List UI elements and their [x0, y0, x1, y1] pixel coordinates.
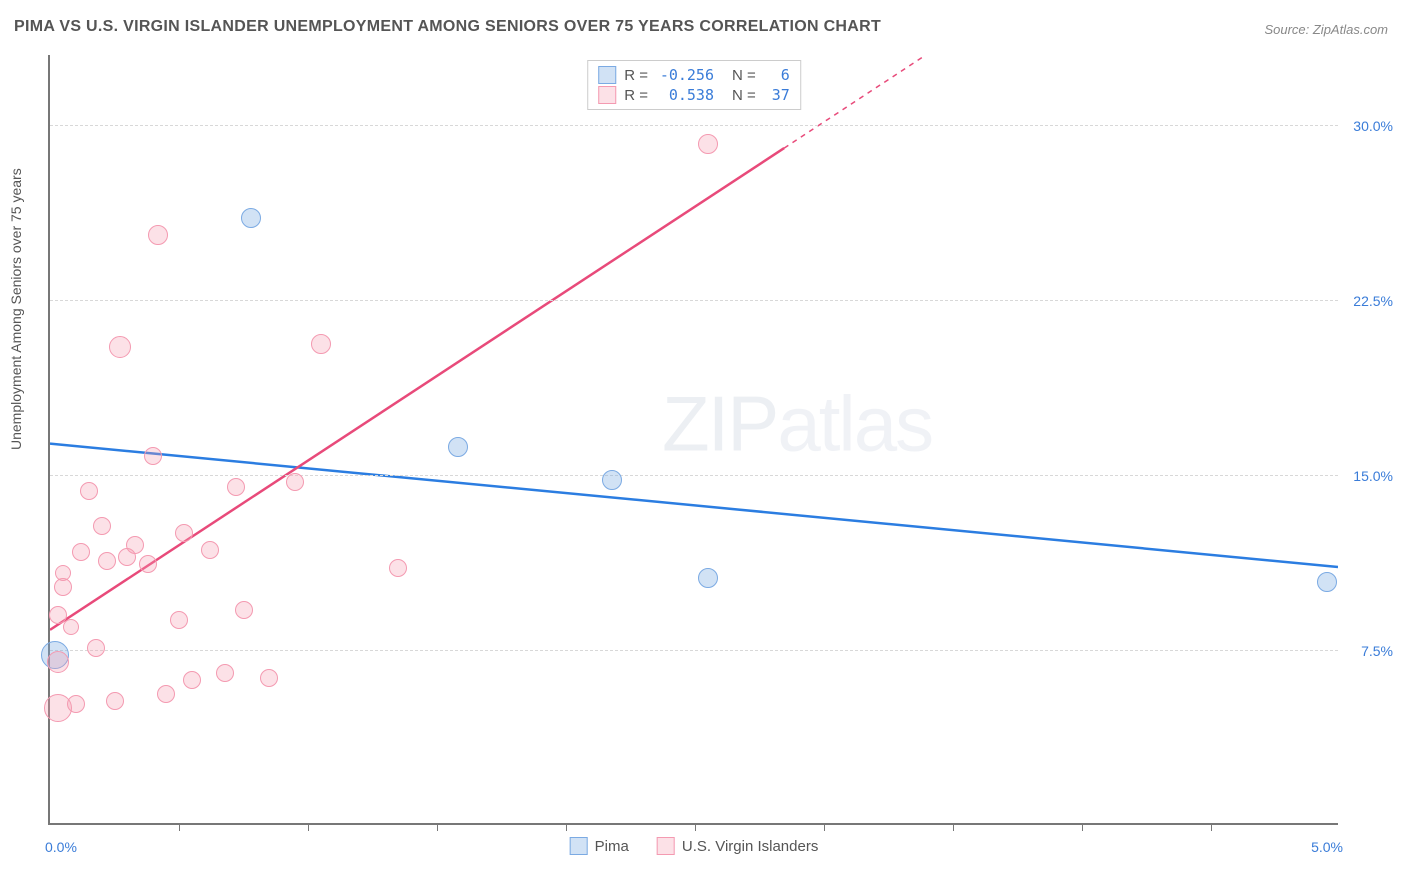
data-point [227, 478, 245, 496]
x-tick [437, 823, 438, 831]
legend-item: Pima [570, 837, 629, 855]
gridline: 15.0% [50, 475, 1338, 476]
data-point [170, 611, 188, 629]
stats-r-value: -0.256 [656, 66, 714, 84]
data-point [216, 664, 234, 682]
data-point [698, 568, 718, 588]
data-point [47, 651, 69, 673]
stats-swatch [598, 86, 616, 104]
legend: Pima U.S. Virgin Islanders [570, 837, 819, 855]
y-tick-label: 22.5% [1353, 293, 1393, 309]
data-point [106, 692, 124, 710]
y-axis-label: Unemployment Among Seniors over 75 years [8, 168, 24, 450]
stats-r-value: 0.538 [656, 86, 714, 104]
legend-item: U.S. Virgin Islanders [657, 837, 818, 855]
x-tick [566, 823, 567, 831]
y-tick-label: 15.0% [1353, 468, 1393, 484]
source-attribution: Source: ZipAtlas.com [1264, 22, 1388, 37]
x-tick [953, 823, 954, 831]
gridline: 22.5% [50, 300, 1338, 301]
data-point [55, 565, 71, 581]
data-point [80, 482, 98, 500]
x-tick [824, 823, 825, 831]
x-tick [308, 823, 309, 831]
x-tick [1082, 823, 1083, 831]
data-point [183, 671, 201, 689]
y-tick-label: 7.5% [1361, 643, 1393, 659]
data-point [72, 543, 90, 561]
watermark-bold: ZIP [662, 379, 777, 467]
chart-title: PIMA VS U.S. VIRGIN ISLANDER UNEMPLOYMEN… [14, 18, 881, 36]
data-point [1317, 572, 1337, 592]
y-tick-label: 30.0% [1353, 118, 1393, 134]
data-point [148, 225, 168, 245]
data-point [241, 208, 261, 228]
x-axis-max-label: 5.0% [1311, 839, 1343, 855]
data-point [311, 334, 331, 354]
x-tick [695, 823, 696, 831]
legend-swatch [657, 837, 675, 855]
data-point [87, 639, 105, 657]
data-point [602, 470, 622, 490]
data-point [139, 555, 157, 573]
data-point [126, 536, 144, 554]
watermark: ZIPatlas [662, 378, 932, 469]
stats-r-label: R = [624, 67, 648, 84]
data-point [389, 559, 407, 577]
data-point [201, 541, 219, 559]
x-tick [179, 823, 180, 831]
legend-label: U.S. Virgin Islanders [682, 838, 818, 855]
trend-lines-layer [50, 55, 1338, 823]
stats-row: R = -0.256 N = 6 [598, 65, 790, 85]
x-axis-min-label: 0.0% [45, 839, 77, 855]
data-point [175, 524, 193, 542]
stats-row: R = 0.538 N = 37 [598, 85, 790, 105]
data-point [698, 134, 718, 154]
data-point [67, 695, 85, 713]
data-point [144, 447, 162, 465]
data-point [286, 473, 304, 491]
correlation-stats-box: R = -0.256 N = 6 R = 0.538 N = 37 [587, 60, 801, 110]
data-point [93, 517, 111, 535]
legend-label: Pima [595, 838, 629, 855]
data-point [98, 552, 116, 570]
x-tick [1211, 823, 1212, 831]
data-point [157, 685, 175, 703]
plot-area: ZIPatlas R =-0.256N =6R =0.538N =37 0.0%… [48, 55, 1338, 825]
stats-n-label: N = [732, 67, 756, 84]
data-point [63, 619, 79, 635]
data-point [260, 669, 278, 687]
gridline: 30.0% [50, 125, 1338, 126]
data-point [109, 336, 131, 358]
stats-n-value: 6 [764, 66, 790, 84]
stats-n-value: 37 [764, 86, 790, 104]
data-point [235, 601, 253, 619]
watermark-thin: atlas [777, 379, 932, 467]
stats-n-label: N = [732, 87, 756, 104]
stats-swatch [598, 66, 616, 84]
stats-r-label: R = [624, 87, 648, 104]
gridline: 7.5% [50, 650, 1338, 651]
legend-swatch [570, 837, 588, 855]
data-point [448, 437, 468, 457]
